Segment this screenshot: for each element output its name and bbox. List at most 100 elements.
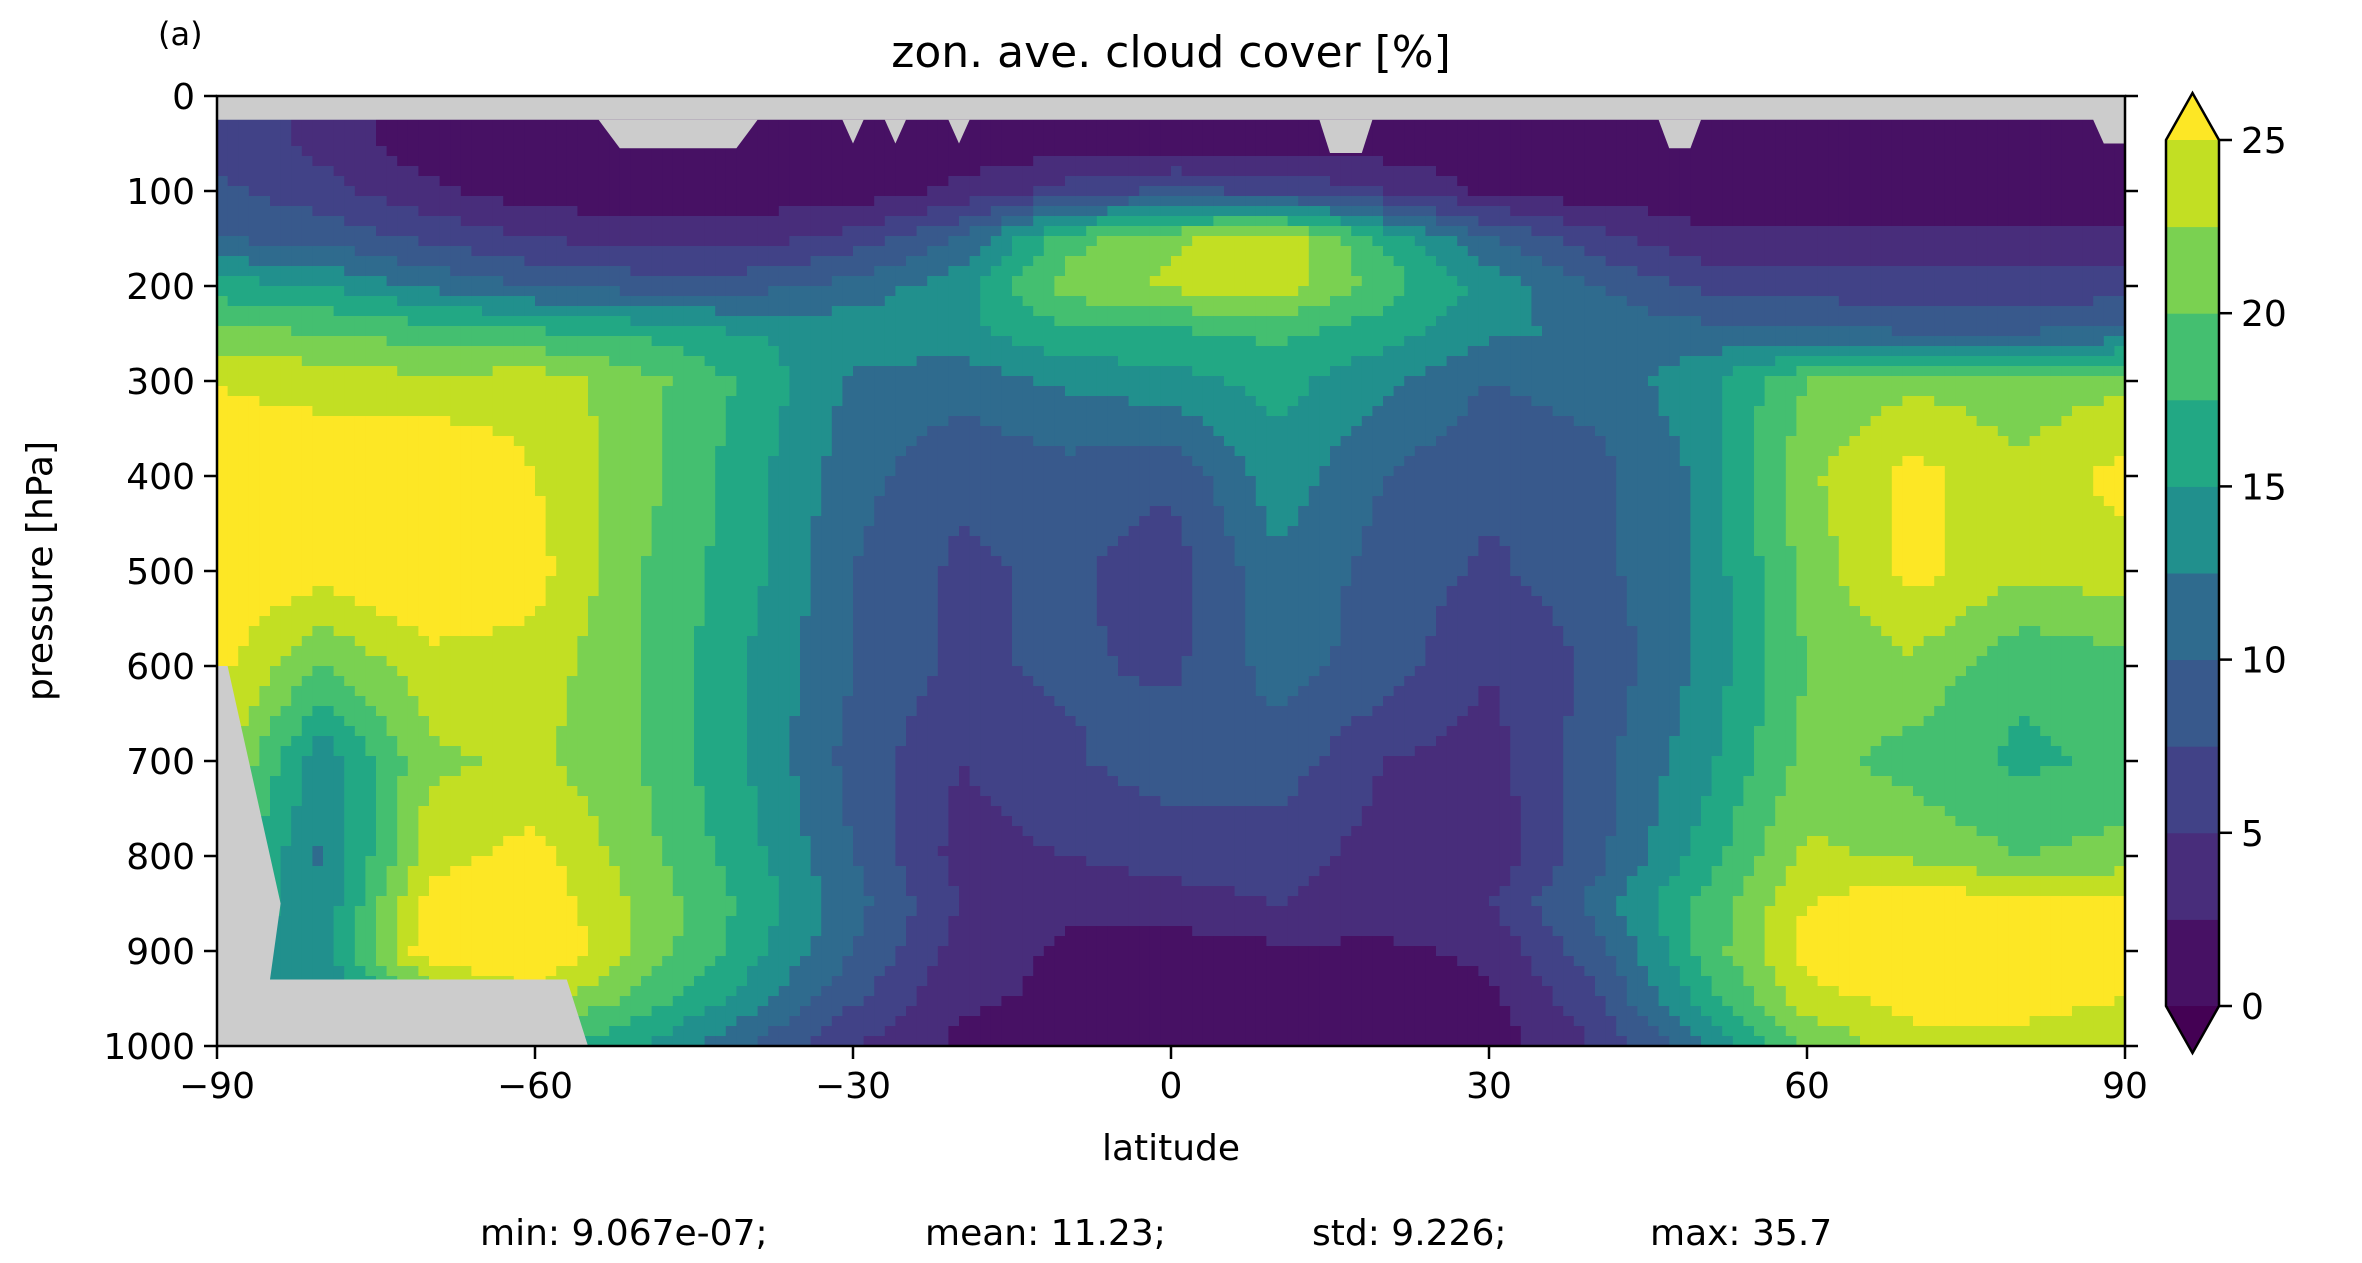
contour-cell bbox=[460, 236, 472, 247]
contour-cell bbox=[672, 276, 684, 287]
contour-cell bbox=[1467, 176, 1479, 187]
contour-cell bbox=[704, 266, 716, 277]
contour-cell bbox=[1255, 296, 1267, 307]
contour-cell bbox=[365, 256, 377, 267]
contour-cell bbox=[2008, 216, 2020, 227]
contour-cell bbox=[545, 256, 557, 267]
contour-cell bbox=[863, 276, 875, 287]
contour-cell bbox=[609, 246, 621, 257]
contour-cell bbox=[344, 156, 356, 167]
contour-cell bbox=[1054, 346, 1066, 357]
contour-cell bbox=[1870, 116, 1882, 127]
contour-cell bbox=[1012, 336, 1024, 347]
contour-cell bbox=[1489, 206, 1501, 217]
contour-cell bbox=[1234, 166, 1246, 177]
contour-cell bbox=[1245, 296, 1257, 307]
contour-cell bbox=[1711, 226, 1723, 237]
contour-cell bbox=[556, 226, 568, 237]
contour-cell bbox=[1043, 296, 1055, 307]
contour-cell bbox=[1192, 286, 1204, 297]
contour-cell bbox=[1001, 266, 1013, 277]
contour-cell bbox=[1298, 126, 1310, 137]
contour-cell bbox=[577, 166, 589, 177]
contour-cell bbox=[460, 346, 472, 357]
contour-cell bbox=[927, 346, 939, 357]
contour-cell bbox=[619, 236, 631, 247]
contour-cell bbox=[1955, 186, 1967, 197]
contour-cell bbox=[906, 196, 918, 207]
contour-cell bbox=[566, 356, 578, 367]
contour-cell bbox=[301, 316, 313, 327]
contour-cell bbox=[439, 236, 451, 247]
contour-cell bbox=[1510, 356, 1522, 367]
contour-cell bbox=[1828, 276, 1840, 287]
contour-cell bbox=[1743, 326, 1755, 337]
contour-cell bbox=[2050, 336, 2062, 347]
contour-cell bbox=[683, 356, 695, 367]
contour-cell bbox=[1033, 366, 1045, 377]
contour-cell bbox=[1944, 156, 1956, 167]
contour-cell bbox=[969, 296, 981, 307]
contour-cell bbox=[1754, 276, 1766, 287]
contour-cell bbox=[1308, 316, 1320, 327]
contour-cell bbox=[270, 196, 282, 207]
contour-cell bbox=[1033, 356, 1045, 367]
contour-cell bbox=[238, 146, 250, 157]
contour-cell bbox=[937, 316, 949, 327]
contour-cell bbox=[1436, 216, 1448, 227]
contour-cell bbox=[1552, 196, 1564, 207]
contour-cell bbox=[1648, 136, 1660, 147]
contour-cell bbox=[1923, 186, 1935, 197]
contour-cell bbox=[757, 276, 769, 287]
contour-cell bbox=[1966, 246, 1978, 257]
contour-cell bbox=[1722, 256, 1734, 267]
contour-cell bbox=[969, 256, 981, 267]
contour-cell bbox=[757, 326, 769, 337]
contour-cell bbox=[1595, 186, 1607, 197]
contour-cell bbox=[1330, 276, 1342, 287]
contour-cell bbox=[513, 346, 525, 357]
contour-cell bbox=[1944, 306, 1956, 317]
contour-cell bbox=[1870, 226, 1882, 237]
contour-cell bbox=[959, 176, 971, 187]
contour-cell bbox=[651, 306, 663, 317]
contour-cell bbox=[1065, 286, 1077, 297]
contour-cell bbox=[768, 346, 780, 357]
contour-cell bbox=[1181, 306, 1193, 317]
contour-cell bbox=[1425, 166, 1437, 177]
contour-cell bbox=[1128, 256, 1140, 267]
contour-cell bbox=[927, 166, 939, 177]
contour-cell bbox=[662, 246, 674, 257]
contour-cell bbox=[1075, 226, 1087, 237]
contour-cell bbox=[1171, 286, 1183, 297]
contour-cell bbox=[683, 336, 695, 347]
contour-cell bbox=[1107, 126, 1119, 137]
contour-cell bbox=[1414, 256, 1426, 267]
contour-cell bbox=[1446, 156, 1458, 167]
contour-cell bbox=[1255, 116, 1267, 127]
contour-cell bbox=[1107, 296, 1119, 307]
contour-cell bbox=[566, 286, 578, 297]
contour-cell bbox=[1171, 146, 1183, 157]
contour-cell bbox=[1711, 126, 1723, 137]
contour-cell bbox=[439, 186, 451, 197]
contour-cell bbox=[895, 196, 907, 207]
contour-cell bbox=[1648, 216, 1660, 227]
contour-cell bbox=[535, 246, 547, 257]
contour-cell bbox=[1807, 256, 1819, 267]
contour-cell bbox=[1542, 136, 1554, 147]
contour-cell bbox=[1478, 266, 1490, 277]
contour-cell bbox=[1319, 176, 1331, 187]
contour-cell bbox=[1997, 226, 2009, 237]
contour-cell bbox=[800, 236, 812, 247]
contour-cell bbox=[1796, 296, 1808, 307]
contour-cell bbox=[2029, 206, 2041, 217]
contour-cell bbox=[1383, 276, 1395, 287]
contour-cell bbox=[1245, 326, 1257, 337]
contour-cell bbox=[2061, 216, 2073, 227]
contour-cell bbox=[1361, 156, 1373, 167]
contour-cell bbox=[556, 366, 568, 377]
contour-cell bbox=[1224, 356, 1236, 367]
contour-cell bbox=[1266, 226, 1278, 237]
contour-cell bbox=[1605, 176, 1617, 187]
